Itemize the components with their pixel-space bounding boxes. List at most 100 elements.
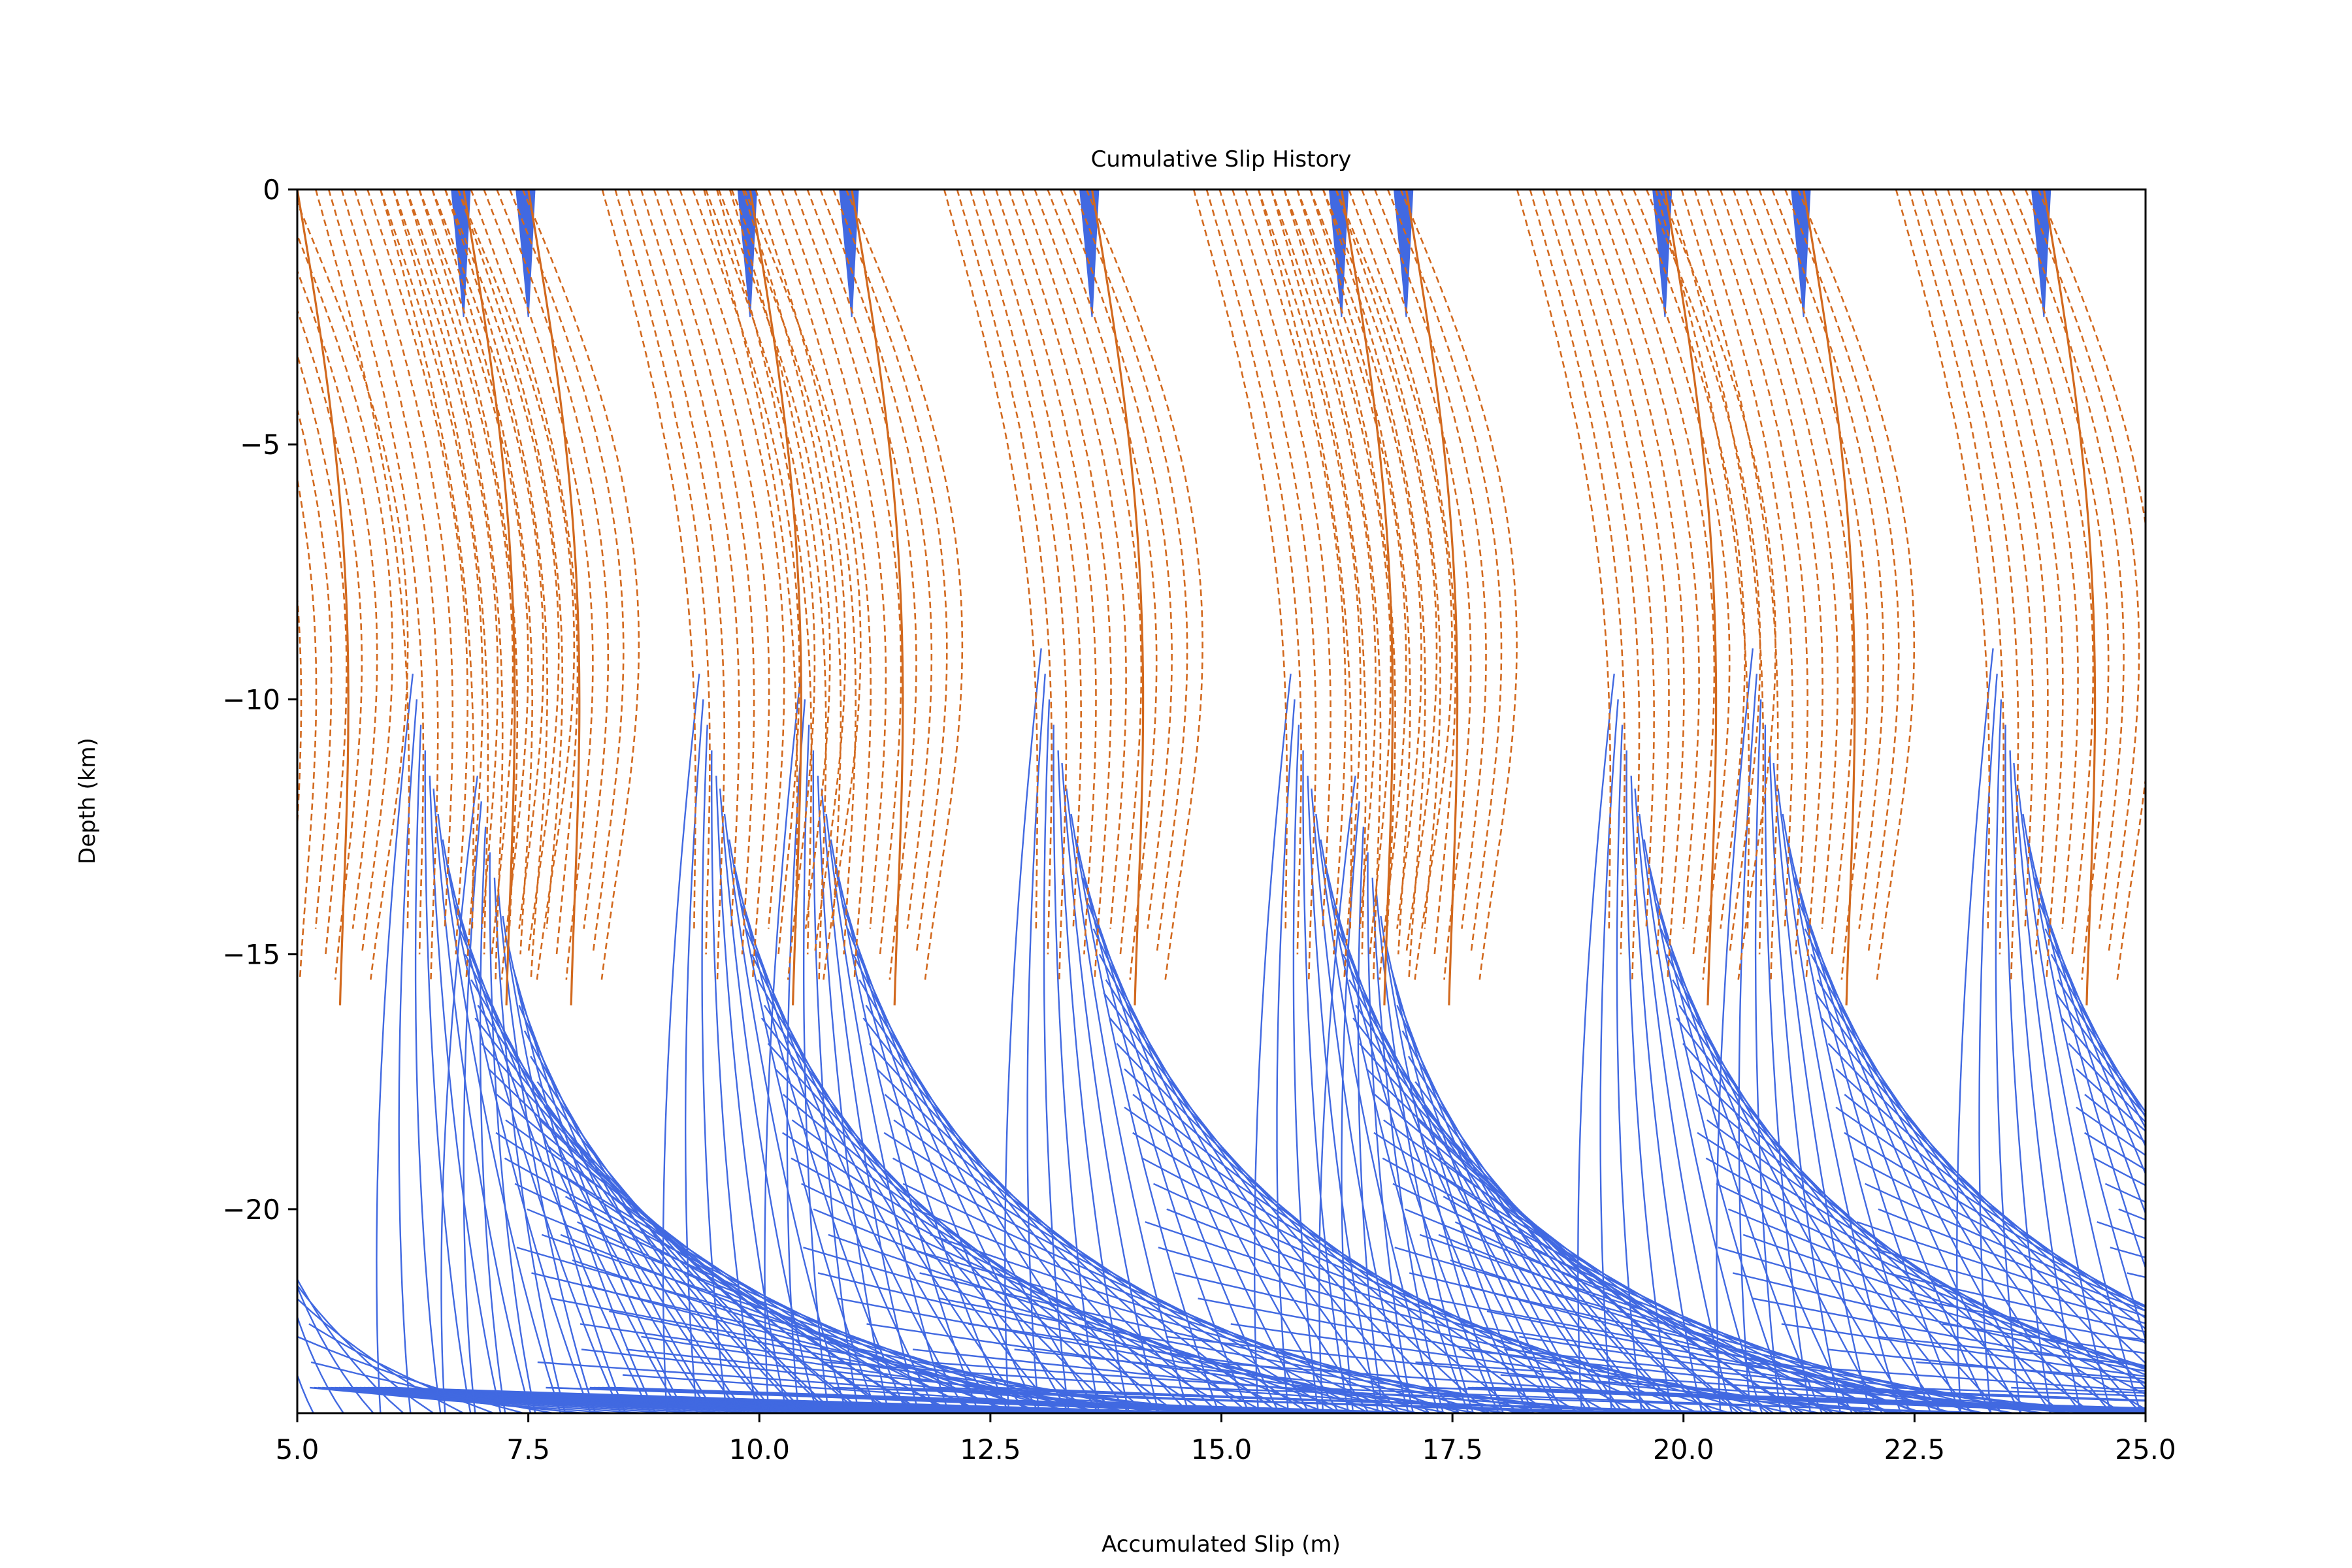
interseismic-contour (803, 1247, 1418, 1413)
coseismic-contour (327, 189, 425, 955)
interseismic-contour-group (764, 189, 1758, 1413)
interseismic-contour (1348, 979, 1650, 1413)
interseismic-contour (1053, 725, 1100, 1413)
interseismic-contour (1075, 839, 1250, 1413)
coseismic-contour (640, 189, 740, 929)
interseismic-contour (830, 839, 980, 1413)
coseismic-contour (380, 189, 475, 929)
interseismic-contour (1814, 992, 2146, 1390)
coseismic-contour (1959, 189, 2064, 980)
interseismic-contour (1043, 699, 1070, 1413)
coseismic-contour (1283, 189, 1392, 955)
rupture-front (1405, 189, 1459, 1005)
interseismic-contour (493, 877, 566, 1413)
coseismic-contour (405, 189, 504, 980)
interseismic-contour-group (1318, 189, 2146, 1413)
coseismic-contour (444, 189, 549, 980)
interseismic-contour (1070, 813, 1220, 1413)
interseismic-contour (1739, 1361, 2146, 1392)
interseismic-contour (865, 1005, 1190, 1413)
coseismic-contour (483, 189, 594, 980)
interseismic-contour (662, 674, 700, 1413)
coseismic-contour-group (703, 189, 964, 1005)
coseismic-contour (1335, 189, 1441, 929)
interseismic-contour (1124, 1106, 1610, 1413)
interseismic-contour (835, 864, 1010, 1413)
interseismic-contour (1315, 813, 1440, 1413)
interseismic-contour (1889, 1386, 2146, 1397)
y-tick-label: −20 (222, 1194, 280, 1226)
interseismic-contour (2050, 954, 2146, 1119)
interseismic-contour (442, 839, 592, 1413)
coseismic-contour (1085, 189, 1203, 980)
coseismic-contour (2037, 189, 2146, 980)
interseismic-contour (1311, 788, 1410, 1413)
interseismic-contour (2061, 1017, 2146, 1117)
coseismic-contour (1283, 189, 1382, 980)
interseismic-contour (527, 1208, 1071, 1413)
coseismic-contour (297, 352, 348, 955)
coseismic-contour (806, 189, 917, 980)
interseismic-contour (452, 890, 652, 1413)
coseismic-contour (1908, 189, 2004, 955)
interseismic-contour (626, 1348, 1251, 1413)
coseismic-contour (297, 474, 318, 980)
coseismic-contour-group (380, 189, 640, 1005)
interseismic-contour (1697, 1132, 2146, 1396)
interseismic-contour-group (440, 189, 1435, 1413)
interseismic-contour (821, 788, 920, 1413)
coseismic-contour (1034, 189, 1143, 955)
coseismic-contour (1192, 189, 1288, 929)
x-axis: 5.0 7.5 10.0 12.5 15.0 17.5 20.0 22.5 25.0 (276, 1413, 2176, 1465)
coseismic-contour (1797, 189, 1916, 980)
coseismic-contour-group (1192, 189, 1453, 1005)
coseismic-contour (1667, 189, 1765, 955)
coseismic-contour (666, 189, 770, 980)
interseismic-contour (470, 979, 772, 1413)
interseismic-contour (1886, 1272, 2146, 1333)
coseismic-contour (297, 233, 393, 955)
rupture-front (527, 189, 581, 1005)
coseismic-contour (392, 189, 489, 955)
rupture-front (851, 189, 904, 1005)
coseismic-contour (692, 189, 800, 955)
coseismic-contour (1296, 189, 1407, 980)
interseismic-contour (1367, 852, 1414, 1413)
coseismic-contour (1895, 189, 1991, 929)
interseismic-contour (1132, 1132, 1640, 1413)
coseismic-contour-group (943, 189, 1203, 1005)
coseismic-contour-group (1516, 189, 1776, 1005)
coseismic-contour (340, 189, 439, 980)
interseismic-contour (1634, 788, 1733, 1413)
interseismic-contour (1665, 954, 1943, 1413)
interseismic-contour (751, 954, 1028, 1413)
coseismic-contour (1205, 189, 1302, 955)
interseismic-contour (2068, 1043, 2146, 1123)
interseismic-contour (297, 1314, 344, 1413)
coseismic-contour (819, 189, 933, 929)
interseismic-contour (1404, 1208, 1950, 1413)
coseismic-contour (1607, 189, 1716, 955)
interseismic-contour (433, 788, 532, 1413)
coseismic-contour (845, 189, 964, 980)
y-axis-label: Depth (km) (74, 738, 101, 864)
coseismic-contour (1348, 189, 1457, 955)
coseismic-contour (1620, 189, 1731, 980)
coseismic-contour (509, 189, 625, 955)
interseismic-contour (502, 915, 627, 1413)
y-tick-label: 0 (263, 174, 280, 206)
interseismic-contour (1869, 1247, 2146, 1324)
interseismic-contour (1995, 699, 2022, 1413)
x-tick-label: 15.0 (1191, 1433, 1252, 1465)
coseismic-contour (297, 307, 363, 980)
interseismic-contour (1853, 1157, 2146, 1307)
coseismic-contour (1720, 189, 1824, 980)
coseismic-contour (1257, 189, 1362, 980)
interseismic-contour (2011, 1386, 2146, 1394)
interseismic-contour (1955, 648, 1994, 1413)
coseismic-contour (728, 189, 827, 980)
interseismic-contour (1728, 1208, 2146, 1371)
y-axis: 0 −5 −10 −15 −20 (222, 174, 297, 1226)
coseismic-contour (1232, 189, 1331, 929)
